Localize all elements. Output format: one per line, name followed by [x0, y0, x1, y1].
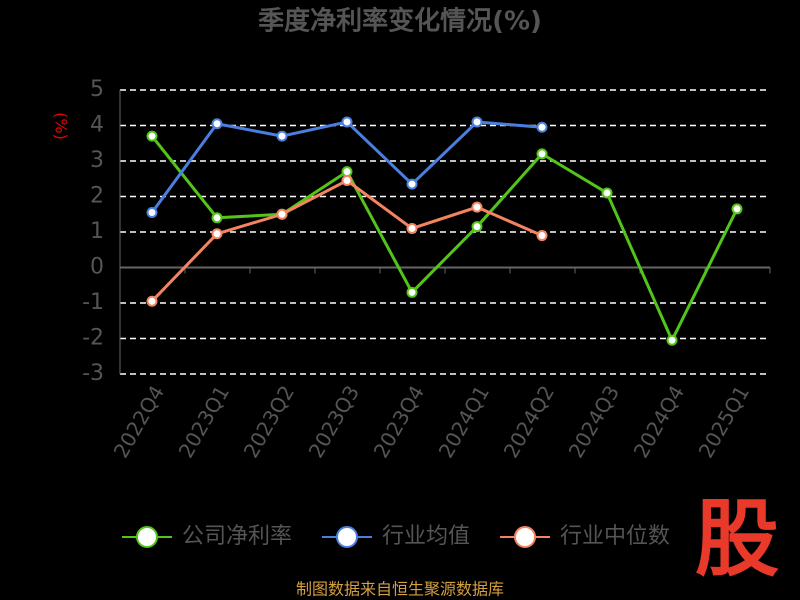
legend-label: 行业中位数 [560, 524, 670, 549]
series-line [150, 135, 739, 344]
legend-marker [336, 526, 358, 548]
data-point [211, 212, 223, 224]
x-tick-label: 2022Q4 [109, 381, 169, 462]
data-point [406, 222, 418, 234]
data-point [406, 178, 418, 190]
x-tick-label: 2024Q4 [629, 381, 689, 462]
x-tick-label: 2023Q4 [369, 381, 429, 462]
y-tick-label: 2 [90, 184, 104, 209]
x-tick-label: 2024Q2 [499, 381, 559, 462]
chart-title: 季度净利率变化情况(%) [258, 6, 542, 37]
legend-label: 公司净利率 [182, 524, 292, 549]
y-tick-label: 5 [90, 77, 104, 102]
data-point [406, 286, 418, 298]
x-tick-label: 2024Q3 [564, 381, 624, 462]
x-tick-label: 2025Q1 [694, 381, 754, 462]
y-tick-label: 1 [90, 219, 104, 244]
data-point [536, 148, 548, 160]
data-point [211, 228, 223, 240]
data-point [276, 208, 288, 220]
data-point [536, 230, 548, 242]
data-point [666, 334, 678, 346]
x-tick-label: 2023Q1 [174, 381, 234, 462]
data-point [601, 187, 613, 199]
y-tick-label: 3 [90, 148, 104, 173]
data-point [471, 221, 483, 233]
data-point [341, 175, 353, 187]
legend-marker [514, 526, 536, 548]
x-tick-label: 2023Q2 [239, 381, 299, 462]
y-tick-label: 0 [90, 255, 104, 280]
y-tick-label: 4 [90, 113, 104, 138]
data-point [341, 116, 353, 128]
y-tick-label: -1 [82, 290, 104, 315]
source-note: 制图数据来自恒生聚源数据库 [296, 580, 504, 599]
x-tick-label: 2024Q1 [434, 381, 494, 462]
x-tick-label: 2023Q3 [304, 381, 364, 462]
legend-marker [136, 526, 158, 548]
data-point [731, 203, 743, 215]
data-point [146, 295, 158, 307]
y-tick-label: -2 [82, 326, 104, 351]
logo: 股 [695, 490, 779, 588]
data-point [471, 116, 483, 128]
data-point [341, 166, 353, 178]
data-point [536, 121, 548, 133]
data-point [146, 206, 158, 218]
legend-label: 行业均值 [382, 524, 470, 549]
data-point [211, 118, 223, 130]
series-line [150, 178, 543, 303]
data-point [276, 130, 288, 142]
data-point [146, 130, 158, 142]
y-tick-label: -3 [82, 361, 104, 386]
y-axis-label: (%) [52, 112, 71, 140]
data-point [471, 201, 483, 213]
